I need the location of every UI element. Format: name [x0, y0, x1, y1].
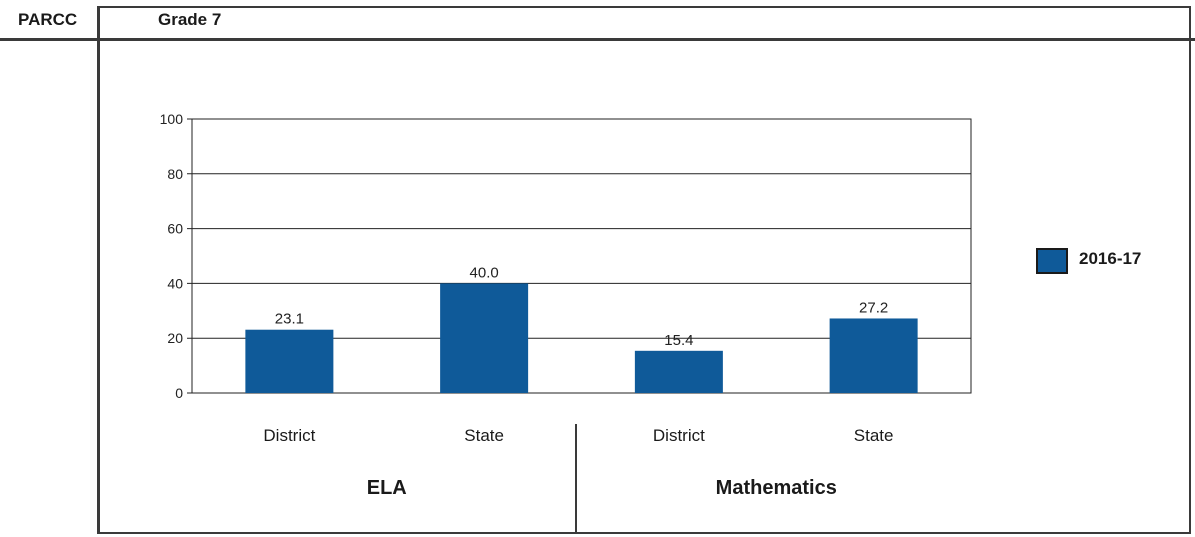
- category-label: District: [263, 426, 316, 445]
- grade-label: Grade 7: [158, 10, 222, 29]
- header-top-border: [97, 6, 1191, 8]
- header-bottom-border: [0, 38, 1195, 41]
- bar: [245, 329, 334, 393]
- test-name-label: PARCC: [18, 10, 78, 29]
- group-label: Mathematics: [715, 477, 837, 499]
- bar-value-label: 23.1: [275, 311, 304, 328]
- legend-swatch: [1036, 248, 1068, 274]
- frame-right-border: [1189, 6, 1191, 534]
- y-tick-label: 20: [167, 330, 183, 346]
- bar-value-label: 40.0: [470, 264, 499, 281]
- y-tick-labels: 0 20 40 60 80 100: [160, 111, 184, 401]
- bar: [829, 318, 918, 393]
- category-label: State: [853, 426, 894, 445]
- y-tick-label: 80: [167, 166, 183, 182]
- group-divider: [575, 424, 577, 534]
- category-label: State: [464, 426, 504, 445]
- group-label: ELA: [366, 477, 407, 499]
- bar: [440, 283, 529, 393]
- y-tick-label: 40: [167, 275, 183, 291]
- bar-value-label: 15.4: [664, 332, 693, 349]
- frame-left-border: [97, 6, 100, 534]
- bar-value-label: 27.2: [859, 299, 888, 316]
- y-tick-label: 60: [167, 221, 183, 237]
- category-label: District: [652, 426, 705, 445]
- bars: [245, 283, 918, 393]
- y-tick-label: 0: [175, 385, 183, 401]
- bar: [634, 350, 723, 393]
- legend-label: 2016-17: [1079, 249, 1142, 268]
- frame-bottom-border: [97, 532, 1191, 534]
- bar-chart: 23.1 40.0 15.4 27.2 0 20 40 60 80 100: [160, 111, 972, 401]
- y-tick-label: 100: [160, 111, 184, 127]
- value-labels: 23.1 40.0 15.4 27.2: [275, 264, 888, 348]
